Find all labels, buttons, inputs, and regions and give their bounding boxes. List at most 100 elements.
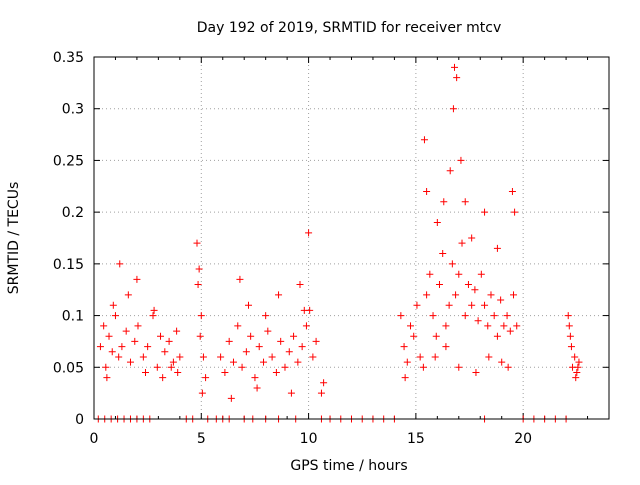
y-tick-label: 0.05 <box>53 360 84 376</box>
data-point <box>122 327 130 335</box>
data-point <box>272 368 280 376</box>
data-point <box>96 343 104 351</box>
data-point <box>217 353 225 361</box>
data-point <box>229 358 237 366</box>
data-point <box>426 270 434 278</box>
data-point <box>176 353 184 361</box>
data-point <box>510 291 518 299</box>
data-point <box>111 312 119 320</box>
data-point <box>124 291 132 299</box>
data-point <box>296 281 304 289</box>
x-tick-label: 0 <box>90 431 99 447</box>
data-point <box>477 270 485 278</box>
data-point <box>468 234 476 242</box>
data-point <box>253 384 261 392</box>
data-point <box>506 327 514 335</box>
data-point <box>103 374 111 382</box>
data-point <box>197 312 205 320</box>
data-point <box>423 291 431 299</box>
data-point <box>281 363 289 371</box>
data-point <box>236 275 244 283</box>
y-tick-label: 0.1 <box>62 309 84 325</box>
data-point <box>511 208 519 216</box>
data-point <box>503 312 511 320</box>
data-point <box>144 343 152 351</box>
data-point <box>513 322 521 330</box>
data-point <box>429 312 437 320</box>
data-point <box>194 281 202 289</box>
axis-ticks: 0 0.05 0.1 0.15 0.2 0.25 0.3 0.35 0 5 10 15 20 <box>53 50 609 447</box>
data-point <box>401 374 409 382</box>
data-point <box>481 301 489 309</box>
data-point <box>268 353 276 361</box>
data-point <box>169 358 177 366</box>
data-point <box>153 363 161 371</box>
data-point <box>294 358 302 366</box>
data-point <box>199 353 207 361</box>
data-point <box>403 358 411 366</box>
data-point <box>275 291 283 299</box>
data-point <box>142 368 149 376</box>
y-tick-label: 0.25 <box>53 153 84 169</box>
data-point <box>446 167 454 175</box>
data-point <box>566 332 574 340</box>
data-point <box>442 343 450 351</box>
x-tick-label: 20 <box>514 431 532 447</box>
data-point <box>498 358 506 366</box>
data-point <box>471 286 479 294</box>
data-point <box>116 260 124 268</box>
data-point <box>564 312 572 320</box>
data-point <box>449 105 457 113</box>
data-point <box>445 301 453 309</box>
data-point <box>464 281 472 289</box>
data-point <box>440 198 448 206</box>
data-point <box>100 322 108 330</box>
data-point <box>277 337 285 345</box>
data-point <box>431 353 439 361</box>
data-point <box>432 332 440 340</box>
data-point <box>455 363 463 371</box>
data-point <box>126 358 134 366</box>
data-point <box>109 301 117 309</box>
data-point <box>157 332 165 340</box>
data-point <box>305 229 313 237</box>
data-point <box>225 337 233 345</box>
data-point <box>407 322 415 330</box>
data-point <box>493 244 501 252</box>
data-point <box>452 291 460 299</box>
data-point <box>504 363 512 371</box>
data-point <box>165 337 173 345</box>
data-point <box>302 322 310 330</box>
data-point <box>167 363 175 371</box>
data-point <box>234 322 242 330</box>
plot-frame <box>93 56 610 420</box>
data-point <box>423 187 431 195</box>
data-point <box>451 63 458 71</box>
data-point <box>159 374 167 382</box>
data-point <box>433 218 441 226</box>
data-point <box>500 322 508 330</box>
data-point <box>457 156 465 164</box>
data-point <box>221 368 229 376</box>
data-point <box>134 322 142 330</box>
data-point <box>193 239 201 247</box>
data-point <box>565 322 573 330</box>
data-point <box>255 343 263 351</box>
data-point <box>161 348 169 356</box>
data-point <box>115 353 123 361</box>
data-point <box>287 389 295 397</box>
data-point <box>420 136 428 144</box>
data-point <box>227 394 235 402</box>
y-tick-label: 0.35 <box>53 50 84 66</box>
data-point <box>242 348 250 356</box>
data-point <box>481 208 489 216</box>
data-point <box>309 353 317 361</box>
data-point <box>508 187 516 195</box>
data-point <box>497 296 505 304</box>
data-point <box>567 343 575 351</box>
data-point <box>448 260 456 268</box>
data-point <box>419 363 427 371</box>
data-point <box>485 353 493 361</box>
y-axis-label: SRMTID / TECUs <box>6 182 22 295</box>
